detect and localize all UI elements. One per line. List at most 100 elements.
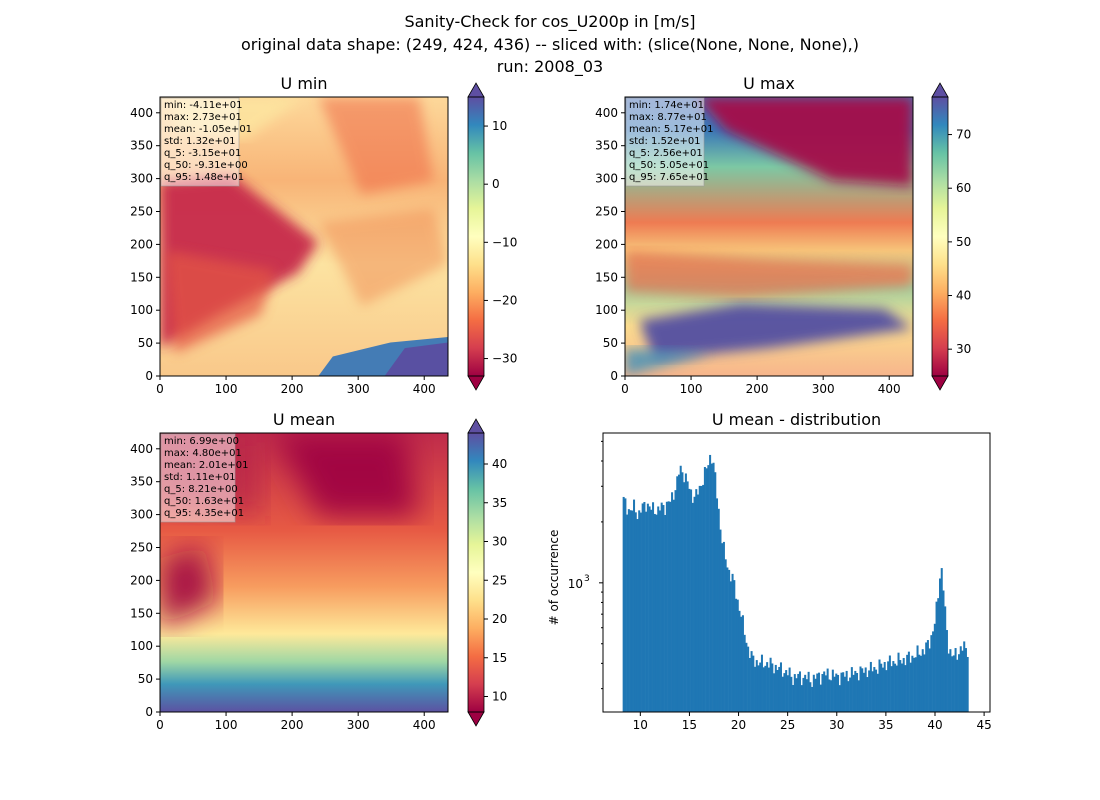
histogram-bar — [643, 501, 646, 712]
histogram-bar — [966, 656, 969, 712]
histogram-bar — [952, 655, 955, 712]
histogram-bar — [804, 674, 807, 712]
histogram-bar — [755, 660, 758, 712]
histogram-bar — [733, 580, 736, 712]
field-blob — [165, 250, 276, 354]
histogram-bar — [935, 601, 938, 712]
stats-box — [160, 433, 236, 523]
histogram-bar — [951, 656, 954, 712]
stats-line: q_95: 4.35e+01 — [164, 508, 244, 519]
x-tick-label: 100 — [215, 382, 238, 396]
x-tick-label: 200 — [281, 382, 304, 396]
histogram-bar — [845, 670, 848, 712]
y-tick-label: 100 — [130, 639, 153, 653]
histogram-bar — [714, 472, 717, 712]
histogram-bar — [671, 492, 674, 712]
colorbar-frame — [467, 432, 485, 713]
histogram-bar — [890, 666, 893, 712]
stats-line: q_5: 2.56e+01 — [629, 148, 703, 159]
histogram-bar — [873, 667, 876, 712]
histogram-bar — [788, 667, 791, 712]
histogram-bar — [790, 676, 793, 712]
histogram-bar — [690, 489, 693, 712]
histogram-bar — [717, 508, 720, 712]
histogram-bar — [869, 661, 872, 712]
histogram-bar — [902, 658, 905, 712]
histogram-bar — [918, 654, 921, 712]
stats-line: min: 6.99e+00 — [164, 436, 239, 447]
histogram-bar — [653, 513, 656, 712]
histogram-bar — [842, 672, 845, 712]
stats-line: mean: 2.01e+01 — [164, 460, 248, 471]
x-tick-label: 400 — [413, 382, 436, 396]
stats-line: std: 1.11e+01 — [164, 472, 236, 483]
histogram-bar — [916, 645, 919, 712]
histogram-bar — [695, 489, 698, 712]
histogram-bar — [911, 655, 914, 712]
y-tick-label: 400 — [130, 106, 153, 120]
histogram-bar — [634, 512, 637, 712]
histogram-bar — [771, 663, 774, 712]
histogram-bar — [919, 655, 923, 712]
histogram-bar — [963, 641, 966, 712]
stats-box — [160, 97, 240, 187]
stats-line: q_95: 7.65e+01 — [629, 172, 709, 183]
y-tick-label: 50 — [603, 336, 618, 350]
field-blob — [384, 342, 448, 376]
histogram-bar — [856, 672, 859, 712]
histogram-bar — [807, 671, 810, 712]
histogram-bar — [710, 463, 713, 712]
histogram-bar — [712, 462, 715, 712]
histogram-bar — [835, 673, 838, 712]
stats-line: min: -4.11e+01 — [164, 100, 243, 111]
x-tick-label: 200 — [746, 382, 769, 396]
histogram-bar — [819, 684, 822, 712]
stats-line: max: 8.77e+01 — [629, 112, 707, 123]
histogram-bar — [850, 667, 853, 712]
histogram-bar — [861, 668, 864, 712]
stats-line: q_50: 5.05e+01 — [629, 160, 709, 171]
heatmap-panel: U max 0 100 200 300 400 0 50 100 150 200 250 300 350 4… — [595, 74, 971, 396]
histogram-bar — [646, 503, 649, 712]
histogram-bar — [698, 485, 701, 712]
x-tick-label: 300 — [347, 718, 370, 732]
histogram-bar — [857, 680, 860, 712]
histogram-bar — [665, 501, 668, 712]
histogram-bar — [812, 674, 815, 712]
field-blob — [275, 433, 420, 517]
colorbar-tick-label: 40 — [956, 289, 971, 303]
histogram-bar — [906, 654, 909, 712]
colorbar-tick-label: 35 — [492, 496, 507, 510]
histogram-bar — [824, 675, 827, 712]
histogram-bar — [669, 501, 672, 712]
x-tick-label: 40 — [927, 718, 942, 732]
y-tick-exponent: 3 — [584, 574, 590, 584]
histogram-bar — [677, 474, 680, 712]
stats-line: max: 2.73e+01 — [164, 112, 242, 123]
histogram-bar — [940, 568, 943, 712]
histogram-bar — [781, 676, 784, 712]
field-blob — [625, 348, 712, 376]
y-tick-label: 400 — [595, 106, 618, 120]
y-tick-label: 250 — [130, 204, 153, 218]
histogram-bar — [674, 490, 677, 712]
field-blob — [318, 208, 448, 307]
histogram-bar — [785, 670, 788, 712]
histogram-bar — [731, 573, 734, 712]
stats-line: q_50: 1.63e+01 — [164, 496, 244, 507]
x-tick-label: 45 — [976, 718, 991, 732]
histogram-bar — [809, 682, 812, 712]
histogram-bar — [684, 473, 687, 712]
x-tick-label: 300 — [347, 382, 370, 396]
x-tick-label: 400 — [413, 718, 436, 732]
histogram-bar — [954, 648, 957, 712]
histogram-bar — [729, 581, 732, 712]
stats-line: q_95: 1.48e+01 — [164, 172, 244, 183]
histogram-bar — [736, 599, 739, 712]
histogram-bar — [868, 670, 871, 712]
histogram-bar — [871, 671, 874, 712]
histogram-bar — [816, 673, 819, 712]
